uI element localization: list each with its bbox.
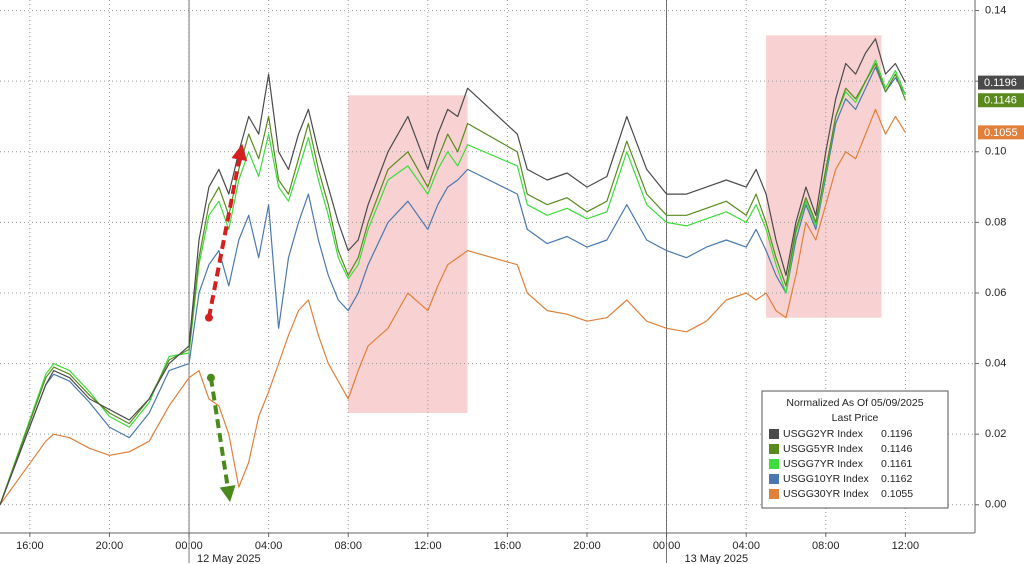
x-tick-label: 16:00 xyxy=(494,540,522,552)
legend-label: USGG5YR Index xyxy=(783,443,864,455)
x-tick-label: 08:00 xyxy=(812,540,840,552)
legend-title: Normalized As Of 05/09/2025 xyxy=(786,397,923,409)
legend-label: USGG7YR Index xyxy=(783,458,864,470)
last-value-tag xyxy=(978,75,1024,90)
legend-box xyxy=(761,390,949,509)
legend-value: 0.1055 xyxy=(881,488,913,500)
legend-swatch xyxy=(769,474,779,484)
y-tick-label: 0.14 xyxy=(985,4,1006,16)
series-line xyxy=(0,38,906,506)
legend-value: 0.1146 xyxy=(881,443,912,455)
y-tick-label: 0.02 xyxy=(985,428,1006,440)
date-label: 13 May 2025 xyxy=(685,553,749,564)
last-value-tag xyxy=(978,93,1024,108)
y-tick-label: 0.10 xyxy=(985,146,1006,158)
shaded-region xyxy=(766,35,882,318)
legend-value: 0.1162 xyxy=(881,473,912,485)
legend-subtitle: Last Price xyxy=(832,412,879,424)
series-line xyxy=(0,108,906,506)
shaded-region xyxy=(348,95,468,413)
y-tick-label: 0.06 xyxy=(985,287,1006,299)
x-tick-label: 16:00 xyxy=(16,540,44,552)
legend-swatch xyxy=(769,429,779,439)
x-tick-label: 08:00 xyxy=(334,540,362,552)
last-value-label: 0.1196 xyxy=(984,77,1017,89)
x-tick-label: 12:00 xyxy=(414,540,442,552)
legend-label: USGG30YR Index xyxy=(783,488,870,500)
x-tick-label: 20:00 xyxy=(573,540,601,552)
y-tick-label: 0.08 xyxy=(985,216,1006,228)
last-value-label: 0.1146 xyxy=(984,95,1017,107)
legend-swatch xyxy=(769,459,779,469)
arrow xyxy=(206,143,248,319)
y-tick-label: 0.04 xyxy=(985,357,1006,369)
x-tick-label: 12:00 xyxy=(892,540,920,552)
legend: Normalized As Of 05/09/2025 Last Price USG… xyxy=(761,390,949,509)
last-value-tag xyxy=(978,125,1024,140)
series-line xyxy=(0,66,906,506)
x-tick-label: 04:00 xyxy=(255,540,283,552)
legend-label: USGG10YR Index xyxy=(783,473,870,485)
x-tick-label: 20:00 xyxy=(96,540,124,552)
series-line xyxy=(0,59,906,505)
last-value-label: 0.1055 xyxy=(984,127,1018,139)
date-label: 12 May 2025 xyxy=(197,553,261,564)
legend-value: 0.1161 xyxy=(881,458,912,470)
legend-swatch xyxy=(769,444,779,454)
y-tick-label: 0.00 xyxy=(985,499,1006,511)
legend-value: 0.1196 xyxy=(881,428,912,440)
arrow xyxy=(208,377,236,503)
legend-swatch xyxy=(769,489,779,499)
x-tick-label: 04:00 xyxy=(732,540,760,552)
series-line xyxy=(0,62,906,506)
legend-label: USGG2YR Index xyxy=(783,428,864,440)
